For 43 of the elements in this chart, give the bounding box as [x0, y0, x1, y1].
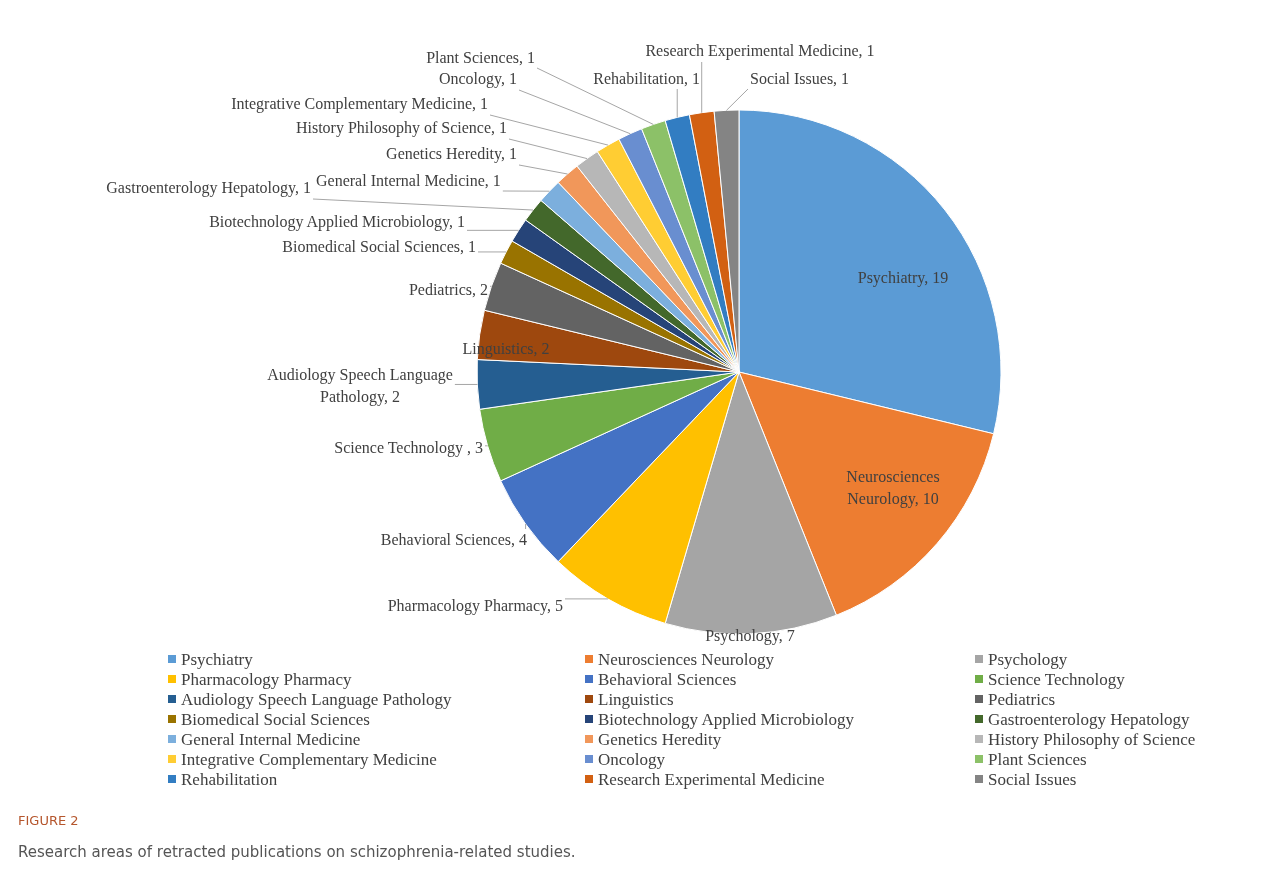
legend-label: Oncology	[598, 750, 666, 769]
data-label: Integrative Complementary Medicine, 1	[231, 95, 488, 113]
data-label: Pharmacology Pharmacy, 5	[387, 597, 563, 615]
data-label: Genetics Heredity, 1	[386, 145, 517, 163]
text: Research areas of retracted publications on schizophrenia-related studies.	[18, 843, 576, 861]
data-label: Biomedical Social Sciences, 1	[282, 238, 476, 255]
legend-label: Psychiatry	[181, 650, 254, 669]
data-label: Psychology, 7	[705, 627, 795, 645]
data-label: Behavioral Sciences, 4	[380, 531, 527, 548]
legend-label: Rehabilitation	[181, 770, 278, 789]
data-label: Rehabilitation, 1	[593, 70, 700, 87]
data-label: Plant Sciences, 1	[426, 49, 535, 66]
legend-label: Science Technology	[988, 670, 1126, 689]
legend-label: History Philosophy of Science	[988, 730, 1196, 749]
text: FIGURE 2	[18, 813, 79, 828]
data-label: General Internal Medicine, 1	[316, 172, 501, 189]
data-label: Oncology, 1	[438, 70, 517, 88]
legend-label: Social Issues	[988, 770, 1077, 789]
data-label: Audiology Speech Language Pathology, 2	[267, 366, 453, 406]
legend-label: General Internal Medicine	[181, 730, 361, 749]
legend-label: Audiology Speech Language Pathology	[181, 690, 453, 709]
data-label: Research Experimental Medicine, 1	[645, 42, 875, 60]
data-label: Biotechnology Applied Microbiology, 1	[209, 213, 465, 231]
legend-label: Linguistics	[598, 690, 674, 709]
data-label: Pediatrics, 2	[408, 281, 488, 298]
data-label: Gastroenterology Hepatology, 1	[106, 179, 311, 197]
legend-label: Biotechnology Applied Microbiology	[598, 710, 855, 729]
data-label: Psychiatry, 19	[857, 269, 949, 287]
legend-label: Behavioral Sciences	[598, 670, 737, 689]
data-label: Social Issues, 1	[750, 70, 850, 87]
legend-label: Neurosciences Neurology	[598, 650, 775, 669]
legend-label: Pediatrics	[988, 690, 1056, 709]
legend-label: Gastroenterology Hepatology	[988, 710, 1191, 729]
legend-label: Pharmacology Pharmacy	[181, 670, 352, 689]
legend-label: Research Experimental Medicine	[598, 770, 825, 789]
data-label: Science Technology , 3	[334, 439, 483, 457]
legend-label: Biomedical Social Sciences	[181, 710, 370, 729]
data-label: Neurosciences Neurology, 10	[846, 468, 940, 508]
legend-label: Psychology	[988, 650, 1068, 669]
data-label: History Philosophy of Science, 1	[295, 119, 507, 137]
legend-label: Plant Sciences	[988, 750, 1087, 769]
legend-label: Genetics Heredity	[598, 730, 722, 749]
legend-label: Integrative Complementary Medicine	[181, 750, 437, 769]
